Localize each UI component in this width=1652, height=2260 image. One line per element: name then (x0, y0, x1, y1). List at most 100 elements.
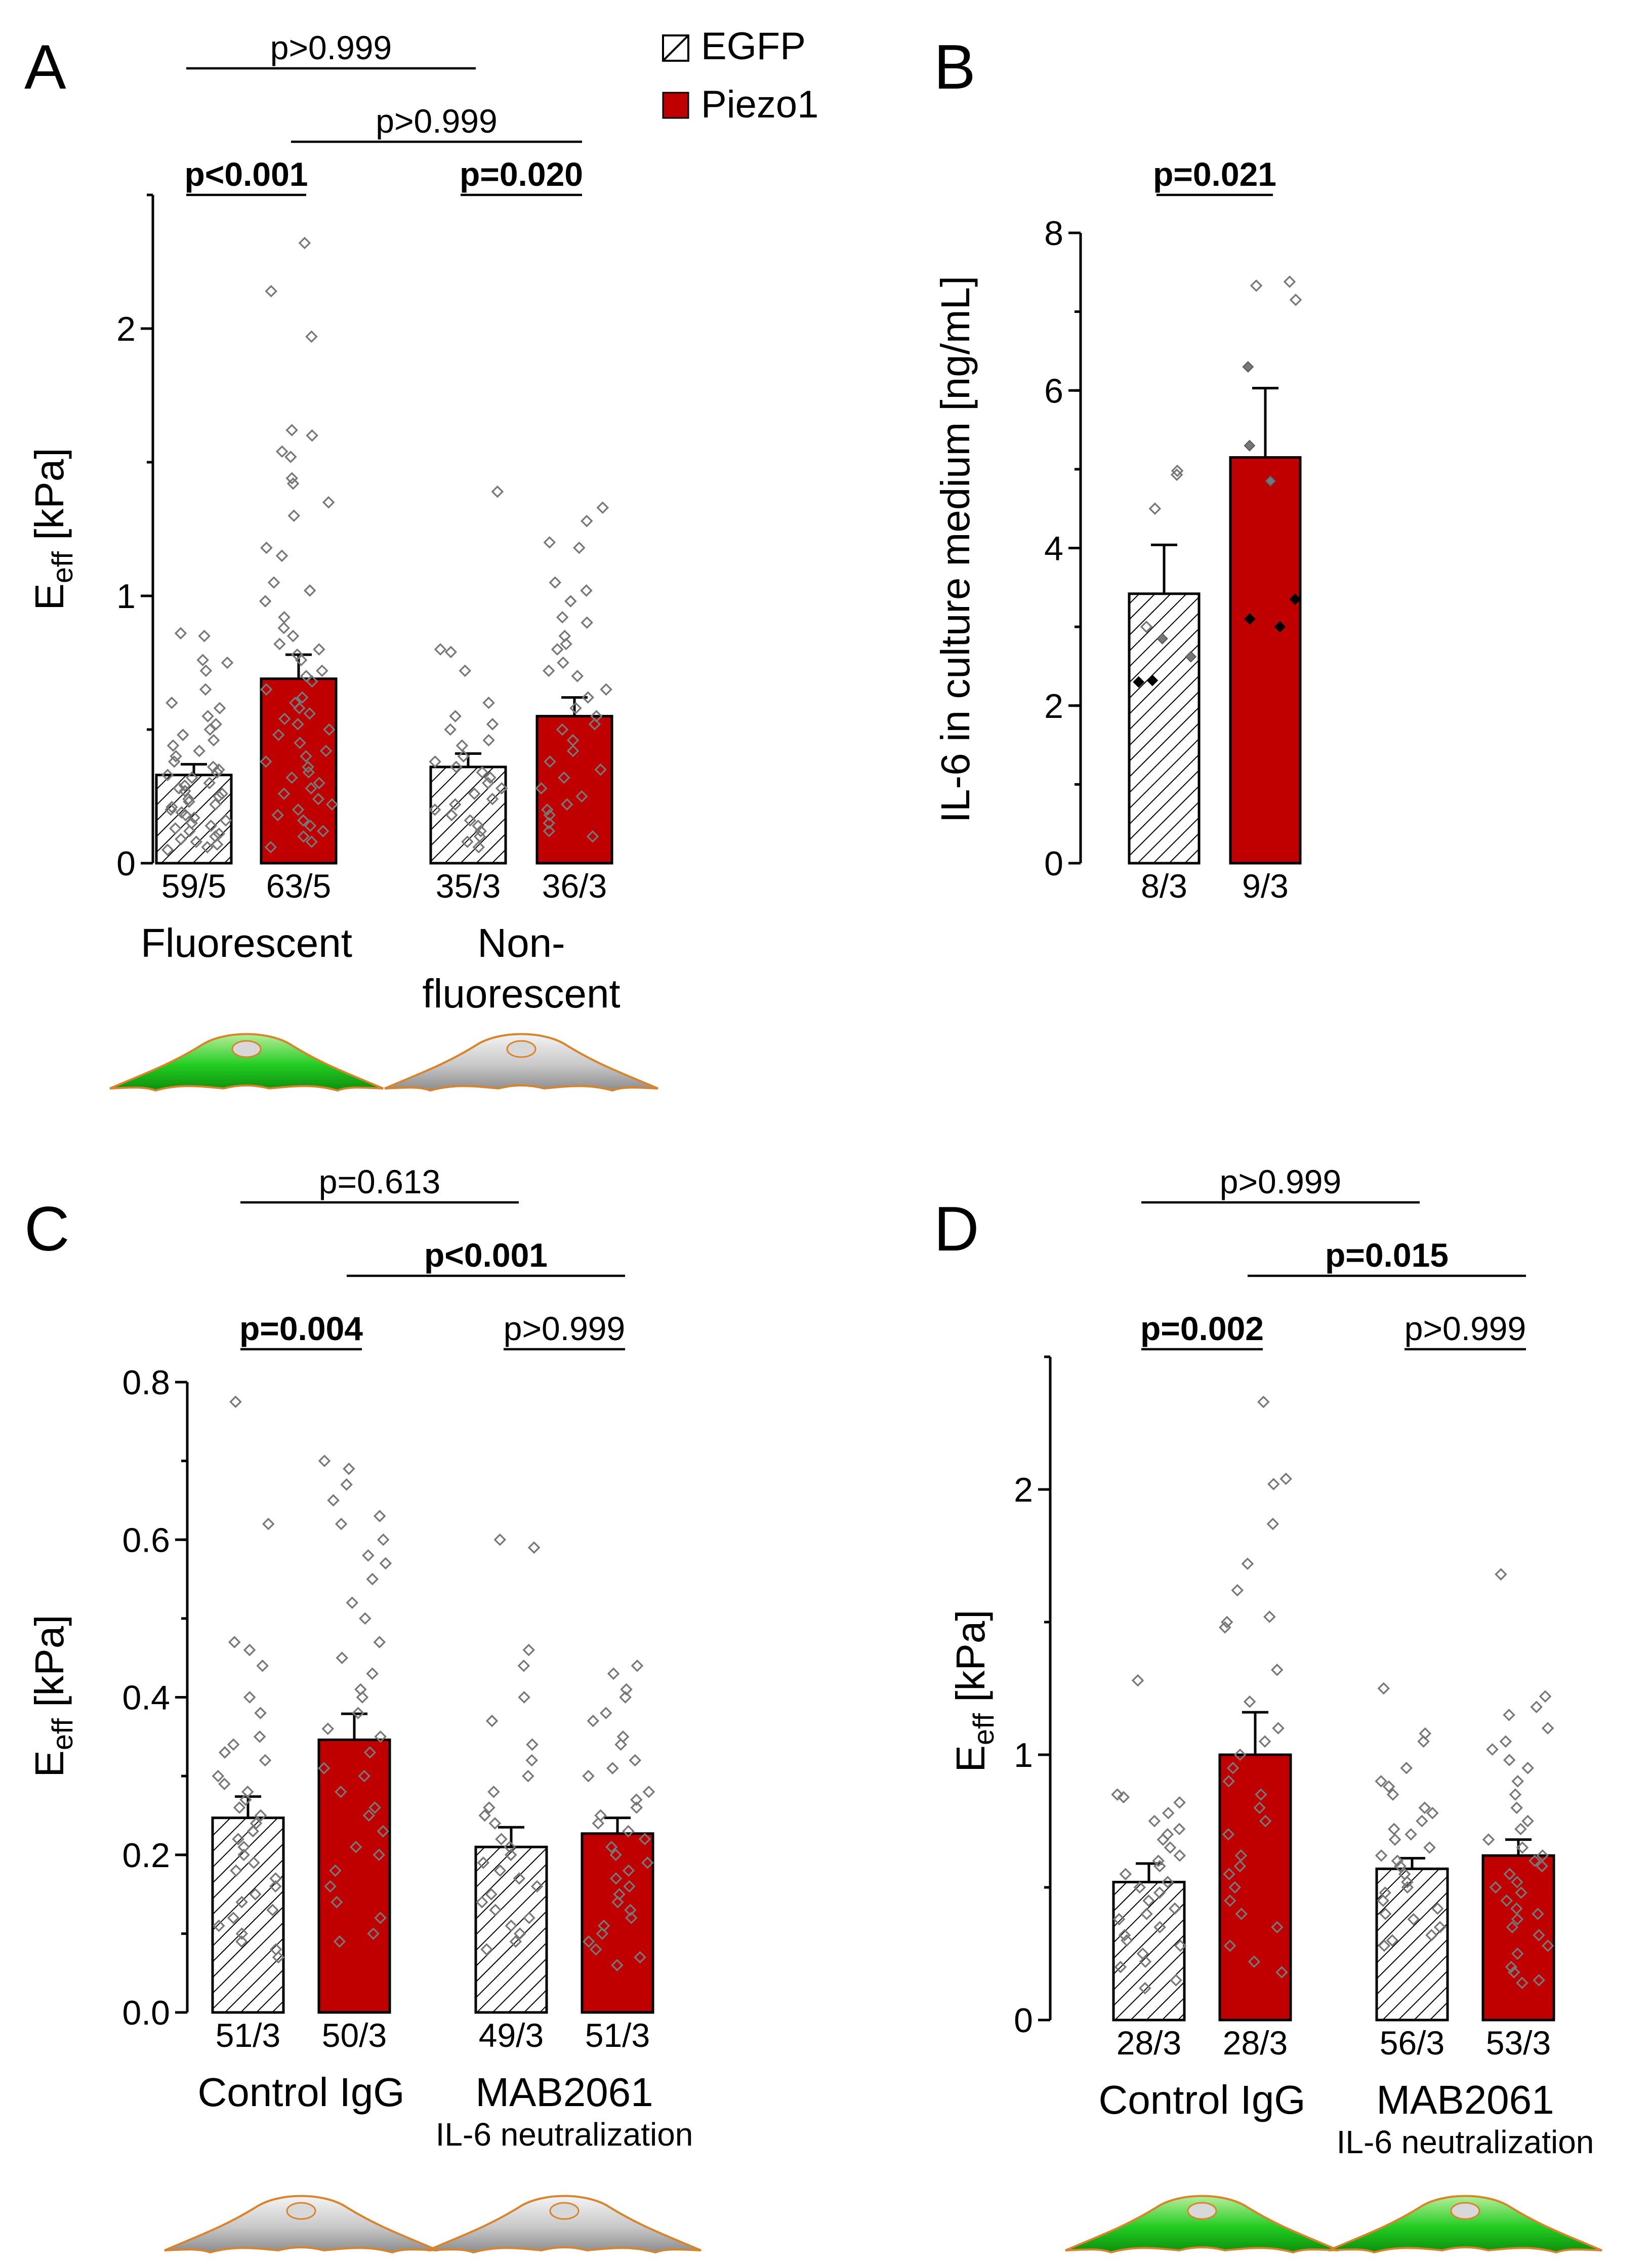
data-point (1142, 1894, 1155, 1907)
data-point (1255, 1788, 1267, 1801)
data-point (182, 793, 195, 805)
data-point (543, 817, 555, 830)
data-point (359, 1612, 371, 1625)
data-point (1511, 1775, 1524, 1788)
data-point (1162, 1807, 1175, 1820)
data-point (377, 1825, 390, 1838)
data-point (1418, 1801, 1431, 1814)
data-point (1431, 1902, 1444, 1915)
data-point (1224, 1894, 1236, 1907)
data-point (609, 1872, 623, 1885)
green-cell-icon (1064, 2195, 1340, 2253)
data-point (317, 825, 329, 837)
group-label: MAB2061 (475, 2070, 653, 2115)
data-point (1433, 1921, 1447, 1933)
data-point (1382, 1780, 1395, 1793)
data-point (1521, 1814, 1534, 1828)
data-point (449, 798, 462, 811)
data-point (1500, 1894, 1513, 1907)
data-point (596, 1927, 609, 1940)
y-tick-label: 2 (1014, 1471, 1033, 1509)
data-point (287, 509, 301, 522)
y-axis-label: IL-6 in culture medium [ng/mL] (933, 276, 978, 823)
green-cell-icon (1328, 2195, 1603, 2253)
data-point (259, 1754, 272, 1767)
data-point (625, 1911, 638, 1924)
data-point (227, 1911, 240, 1924)
data-point (211, 766, 224, 779)
data-point (213, 1919, 225, 1932)
data-point (379, 1557, 392, 1570)
data-point (1533, 1974, 1545, 1987)
panel-letter-b: B (934, 32, 976, 102)
data-point (212, 1769, 225, 1783)
bar-egfp (429, 765, 507, 865)
data-point (444, 723, 457, 736)
data-point (170, 750, 182, 763)
data-point (275, 445, 288, 458)
panel-c: 0.0 0.2 0.4 0.6 0.8 Eeff [kPa] 51/3 50/3 49/3 51/… (27, 1163, 702, 2253)
data-point (1401, 1876, 1414, 1888)
data-point (303, 707, 316, 720)
bar-piezo1 (1481, 1854, 1555, 2022)
data-point (1171, 464, 1184, 477)
data-point (1233, 1860, 1247, 1873)
data-point (1157, 1833, 1170, 1846)
data-point (1264, 475, 1276, 487)
y-tick-label: 8 (1044, 214, 1063, 253)
data-point (1242, 361, 1254, 373)
data-point (167, 739, 180, 752)
data-point (1140, 620, 1153, 633)
data-point (485, 1888, 498, 1901)
bar-piezo1 (535, 715, 613, 865)
data-point (1506, 1921, 1519, 1933)
data-point (254, 1809, 267, 1822)
legend-egfp-label: EGFP (701, 25, 806, 68)
data-point (243, 1691, 256, 1704)
data-point (638, 1833, 651, 1845)
bar-piezo1 (317, 1739, 391, 2014)
data-point (1511, 1876, 1523, 1888)
bar-piezo1 (260, 677, 338, 865)
data-point (335, 1517, 348, 1530)
data-point (1153, 1860, 1166, 1873)
data-point (523, 1911, 535, 1924)
bar-egfp (1128, 592, 1201, 865)
p-value-label: p=0.004 (239, 1310, 363, 1347)
data-point (1536, 1860, 1548, 1873)
data-point (343, 1462, 355, 1475)
data-point (1388, 1833, 1401, 1846)
data-point (1271, 1664, 1284, 1676)
data-point (1516, 1976, 1529, 1989)
data-point (233, 1801, 246, 1814)
data-point (1289, 593, 1301, 606)
data-point (605, 1840, 618, 1853)
data-point (304, 819, 317, 832)
data-point (1289, 294, 1302, 306)
data-point (1489, 1881, 1502, 1894)
p-value-label: p<0.001 (184, 155, 308, 193)
data-point (477, 1857, 490, 1869)
data-point (493, 1864, 507, 1877)
data-point (183, 825, 196, 837)
data-point (542, 664, 555, 677)
data-point (1542, 1940, 1554, 1952)
group-label: MAB2061 (1376, 2077, 1554, 2122)
n-label: 51/3 (585, 2016, 650, 2054)
data-point (1272, 1722, 1285, 1734)
data-point (1148, 1814, 1161, 1828)
data-point (1407, 1913, 1420, 1926)
data-point (487, 1785, 500, 1798)
data-point (1153, 1921, 1166, 1933)
data-point (363, 1746, 377, 1759)
data-point (476, 1895, 488, 1909)
n-label: 35/3 (436, 867, 501, 905)
data-point (1146, 674, 1159, 687)
data-point (581, 514, 593, 528)
data-point (173, 782, 185, 795)
data-point (1228, 1881, 1242, 1894)
data-point (1377, 1682, 1390, 1695)
cell-nucleus (549, 2202, 580, 2220)
data-point (590, 1943, 602, 1956)
data-point (313, 643, 325, 656)
